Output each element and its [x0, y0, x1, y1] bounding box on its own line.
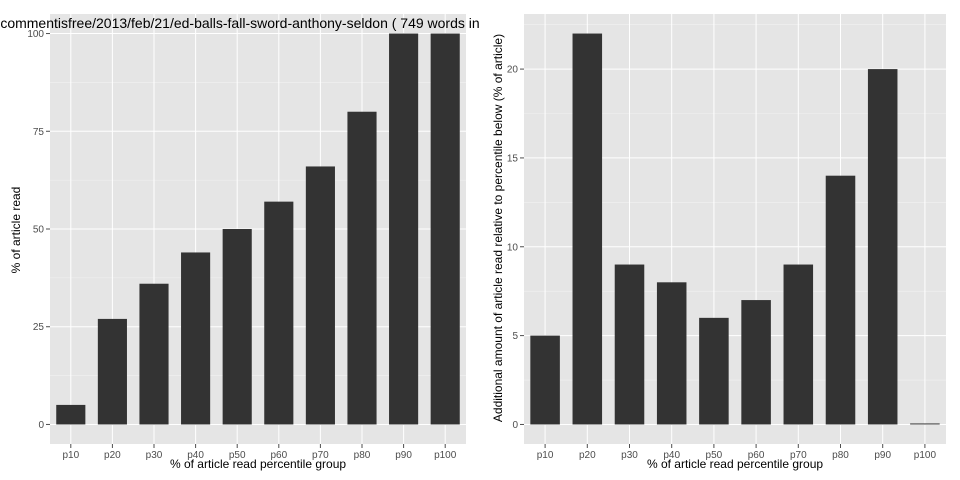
- bar-p60: [741, 300, 771, 425]
- y-tick-label: 100: [27, 29, 44, 40]
- bar-p50: [699, 317, 729, 425]
- bar-p60: [264, 201, 294, 425]
- x-tick-label: p70: [790, 450, 807, 461]
- bar-p100: [910, 423, 940, 425]
- x-tick-label: p60: [748, 450, 765, 461]
- y-tick-label: 10: [507, 242, 519, 253]
- bar-p80: [347, 111, 377, 425]
- y-axis-title: Additional amount of article read relati…: [491, 34, 505, 422]
- x-tick-label: p10: [537, 450, 554, 461]
- chart-left: 0 25 50 75 100 p10 p20 p30 p40 p50 p60 p70 p80 p90 p10…: [0, 14, 480, 471]
- x-tick-label: p10: [62, 450, 79, 461]
- bar-p40: [656, 282, 687, 425]
- x-tick-label: p40: [187, 450, 204, 461]
- x-tick-label: p50: [229, 450, 246, 461]
- y-tick-label: 5: [512, 331, 518, 342]
- bar-p40: [181, 252, 211, 425]
- chart-title: commentisfree/2013/feb/21/ed-balls-fall-…: [0, 15, 479, 31]
- y-tick-label: 0: [38, 420, 44, 431]
- x-tick-label: p80: [832, 450, 849, 461]
- x-tick-label: p20: [104, 450, 121, 461]
- x-tick-label: p80: [354, 450, 371, 461]
- y-tick-label: 0: [512, 420, 518, 431]
- bar-p10: [56, 404, 86, 425]
- y-tick-label: 15: [507, 153, 519, 164]
- x-tick-label: p70: [312, 450, 329, 461]
- x-tick-label: p100: [434, 450, 457, 461]
- x-tick-label: p90: [395, 450, 412, 461]
- bar-p10: [530, 335, 560, 425]
- x-axis-title: % of article read percentile group: [170, 457, 346, 471]
- x-axis-title: % of article read percentile group: [647, 457, 823, 471]
- bar-p100: [430, 33, 460, 425]
- bar-p30: [614, 264, 645, 425]
- bar-p50: [222, 229, 252, 425]
- bar-p70: [783, 264, 814, 425]
- bar-p90: [867, 69, 898, 425]
- y-tick-label: 50: [33, 225, 45, 236]
- x-tick-label: p40: [663, 450, 680, 461]
- y-tick-label: 20: [507, 65, 519, 76]
- x-tick-label: p30: [146, 450, 163, 461]
- y-tick-label: 25: [33, 322, 45, 333]
- bar-p70: [305, 166, 335, 425]
- bar-p20: [572, 33, 603, 425]
- x-tick-label: p100: [914, 450, 937, 461]
- x-tick-label: p60: [270, 450, 287, 461]
- x-tick-label: p50: [706, 450, 723, 461]
- bar-p30: [139, 283, 169, 425]
- x-tick-label: p20: [579, 450, 596, 461]
- bar-p80: [825, 175, 856, 425]
- y-tick-label: 75: [33, 127, 45, 138]
- x-tick-label: p30: [621, 450, 638, 461]
- bar-p90: [389, 33, 419, 425]
- x-tick-label: p90: [874, 450, 891, 461]
- chart-right: 0 5 10 15 20 p10 p20 p30 p40 p50 p60 p70 p80 p90 p100%…: [491, 14, 946, 471]
- bar-p20: [97, 318, 127, 425]
- y-axis-title: % of article read: [9, 187, 23, 274]
